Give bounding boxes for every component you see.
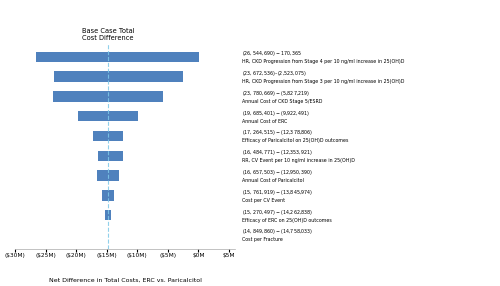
Text: ($23,780,669) - ($5,827,219)
Annual Cost of CKD Stage 5/ESRD: ($23,780,669) - ($5,827,219) Annual Cost…	[242, 89, 323, 104]
Bar	[105, 210, 111, 220]
Bar	[96, 170, 119, 181]
Bar	[102, 190, 114, 200]
Text: ($14,849,860) - ($14,758,033)
Cost per Fracture: ($14,849,860) - ($14,758,033) Cost per F…	[242, 227, 314, 243]
Bar	[93, 131, 122, 141]
Bar	[53, 91, 162, 102]
Bar	[98, 151, 123, 161]
Bar	[78, 111, 138, 121]
Bar	[36, 51, 200, 62]
Bar	[54, 72, 183, 82]
Text: ($16,657,503) - ($12,950,390)
Annual Cost of Paricalcitol: ($16,657,503) - ($12,950,390) Annual Cos…	[242, 168, 313, 183]
Text: ($19,685,401) - ($9,922,491)
Annual Cost of ERC: ($19,685,401) - ($9,922,491) Annual Cost…	[242, 109, 310, 124]
Text: ($23,672,536) – ($2,523,075)
HR, CKD Progression from Stage 3 per 10 ng/ml incre: ($23,672,536) – ($2,523,075) HR, CKD Pro…	[242, 69, 405, 84]
Text: ($26,544,690) - $170,365
HR, CKD Progression from Stage 4 per 10 ng/ml increase : ($26,544,690) - $170,365 HR, CKD Progres…	[242, 49, 405, 64]
Text: Net Difference in Total Costs, ERC vs. Paricalcitol: Net Difference in Total Costs, ERC vs. P…	[48, 278, 202, 283]
Text: ($17,264,515) - ($12,378,806)
Efficacy of Paricalcitol on 25(OH)D outcomes: ($17,264,515) - ($12,378,806) Efficacy o…	[242, 128, 349, 144]
Text: ($15,270,497) - ($14,262,838)
Efficacy of ERC on 25(OH)D outcomes: ($15,270,497) - ($14,262,838) Efficacy o…	[242, 208, 332, 223]
Text: Base Case Total
Cost Difference: Base Case Total Cost Difference	[82, 28, 134, 41]
Text: ($15,761,919) - ($13,845,974)
Cost per CV Event: ($15,761,919) - ($13,845,974) Cost per C…	[242, 188, 314, 203]
Text: ($16,484,771) - ($12,353,921)
RR, CV Event per 10 ng/ml increase in 25(OH)D: ($16,484,771) - ($12,353,921) RR, CV Eve…	[242, 148, 356, 163]
